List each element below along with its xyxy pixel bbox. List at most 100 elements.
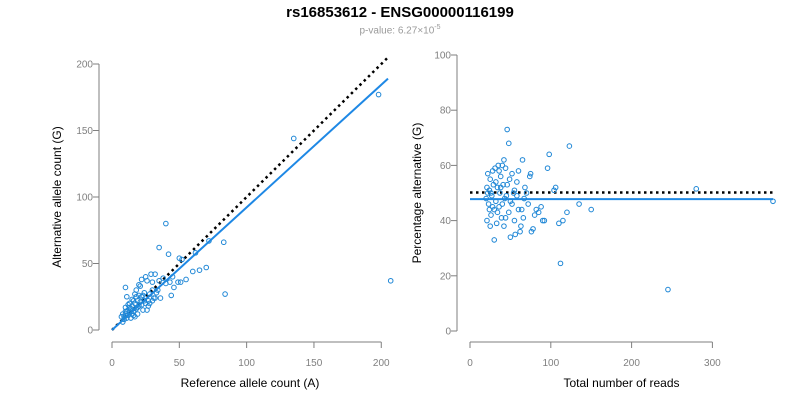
data-point — [507, 234, 514, 240]
title-block: rs16853612 - ENSG00000116199 p-value: 6.… — [0, 4, 800, 37]
data-point — [494, 184, 501, 191]
data-point — [160, 275, 166, 281]
data-point — [510, 190, 517, 196]
x-tick-label: 100 — [542, 358, 559, 369]
data-point — [175, 279, 181, 285]
x-axis-title: Reference allele count (A) — [181, 376, 320, 390]
data-point — [541, 217, 548, 224]
data-point — [588, 206, 595, 213]
data-point — [566, 143, 573, 149]
p-value-mantissa: 6.27 — [397, 25, 418, 37]
y-tick-label: 60 — [440, 161, 452, 172]
data-point — [488, 212, 494, 218]
data-point — [509, 201, 515, 207]
data-point — [136, 281, 142, 288]
data-point — [495, 162, 502, 169]
data-point — [491, 237, 498, 243]
data-point — [514, 179, 520, 185]
data-point — [511, 187, 518, 194]
data-point — [493, 179, 499, 185]
data-point — [507, 198, 514, 205]
data-point — [501, 223, 507, 229]
data-point — [484, 217, 490, 224]
data-point — [203, 264, 210, 271]
data-point — [150, 295, 157, 301]
data-point — [505, 140, 512, 147]
data-point — [521, 195, 527, 202]
p-value-exponent: -5 — [434, 24, 441, 31]
data-point — [497, 184, 504, 191]
left-plot: 0 50 100 150 200 0 50 100 150 200 Reference allele… — [50, 56, 394, 390]
data-point — [509, 170, 515, 177]
data-point — [560, 217, 566, 224]
data-point — [487, 176, 494, 182]
data-point — [152, 271, 158, 277]
data-point — [496, 168, 502, 174]
data-point — [499, 201, 506, 207]
data-point — [176, 255, 183, 261]
data-point — [483, 195, 489, 202]
data-point — [124, 308, 130, 315]
data-point — [520, 215, 527, 221]
data-point — [136, 292, 142, 299]
data-point — [133, 293, 140, 300]
data-point — [130, 312, 137, 319]
data-point — [522, 184, 528, 191]
data-point — [179, 256, 185, 263]
data-point — [140, 292, 146, 299]
y-tick-label: 150 — [76, 126, 93, 137]
data-point — [126, 304, 133, 311]
data-point — [153, 289, 160, 296]
data-point — [533, 206, 540, 213]
data-point — [196, 267, 203, 273]
data-point — [168, 292, 175, 299]
data-point — [497, 173, 504, 180]
data-point — [531, 212, 538, 218]
data-point — [498, 215, 505, 221]
data-point — [142, 274, 149, 280]
data-point — [154, 287, 161, 293]
x-axis-title: Total number of reads — [563, 376, 679, 390]
data-point — [489, 204, 496, 210]
data-point — [484, 170, 491, 177]
y-tick-label: 40 — [440, 216, 452, 227]
data-point — [130, 297, 137, 304]
data-point — [504, 126, 510, 133]
data-point — [518, 223, 524, 229]
data-point — [149, 287, 156, 293]
y-tick-label: 80 — [440, 106, 452, 117]
data-point — [129, 296, 135, 303]
data-point — [557, 260, 564, 267]
p-value-prefix: p-value: — [359, 25, 398, 37]
data-point — [693, 186, 700, 192]
x-tick-label: 150 — [306, 358, 323, 369]
data-point — [499, 162, 506, 169]
data-point — [497, 190, 503, 196]
data-point — [527, 170, 534, 177]
data-point — [126, 300, 133, 307]
data-point — [138, 276, 145, 283]
data-point — [137, 283, 144, 289]
data-point — [183, 276, 189, 283]
data-point — [487, 223, 494, 229]
data-point — [501, 195, 508, 202]
data-point — [148, 271, 154, 277]
data-point — [546, 151, 552, 158]
data-point — [484, 190, 491, 196]
chart-title: rs16853612 - ENSG00000116199 — [286, 4, 514, 21]
data-point — [156, 244, 162, 251]
data-point — [493, 198, 499, 205]
data-point — [141, 297, 148, 304]
data-point — [163, 220, 169, 227]
data-point — [493, 220, 500, 227]
x-tick-label: 50 — [174, 358, 186, 369]
data-point — [149, 279, 156, 285]
p-value-times: × — [417, 25, 424, 37]
data-point — [486, 206, 493, 213]
y-axis-title: Percentage alternative (G) — [410, 123, 424, 264]
p-value-base: 10 — [423, 25, 435, 37]
data-point — [290, 135, 297, 142]
data-point — [144, 307, 150, 313]
data-point — [552, 184, 559, 191]
